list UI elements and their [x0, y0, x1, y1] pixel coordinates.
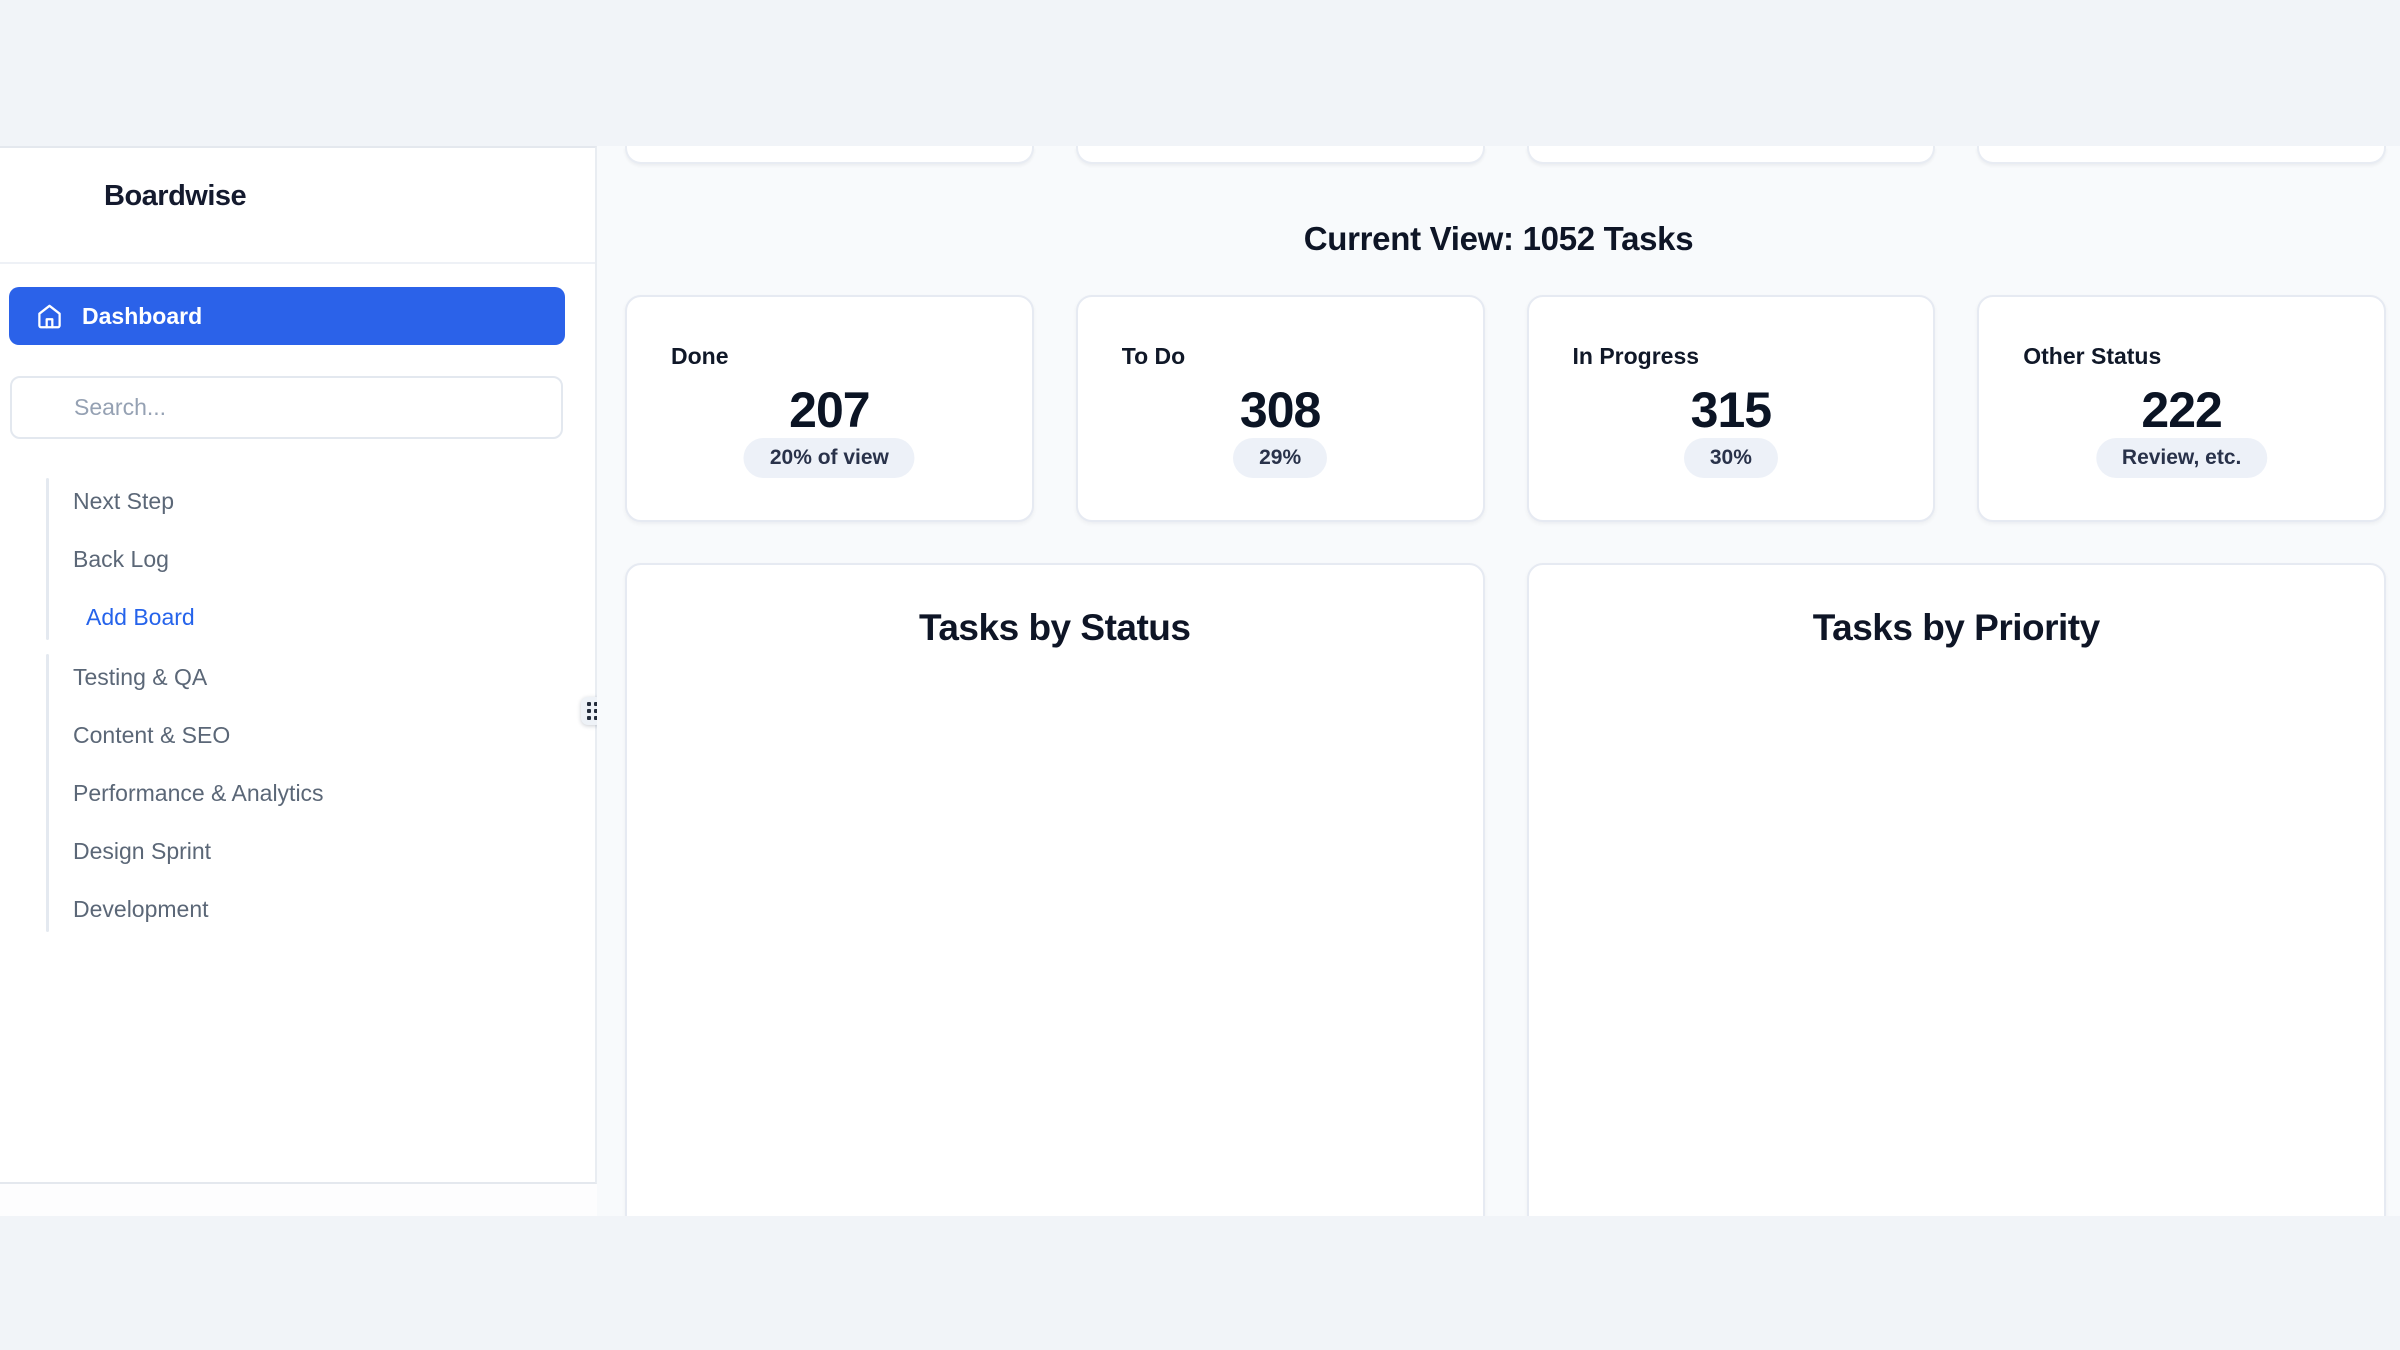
tree-board-next-step[interactable]: Next Step [0, 472, 593, 530]
tree-board-design-sprint[interactable]: Design Sprint [0, 822, 593, 880]
stat-value: 308 [1239, 382, 1321, 438]
sidebar-header: Boardwise [0, 148, 595, 264]
app-shell: Boardwise Dashboard M Zilla Next Step [0, 146, 2400, 1216]
stat-card-in-progress: In Progress 315 30% [1526, 295, 1936, 522]
tree-board-label: Next Step [73, 487, 174, 514]
stat-value: 222 [2141, 382, 2222, 438]
dashboard-nav-button[interactable]: Dashboard [9, 287, 565, 345]
dashboard-nav-label: Dashboard [82, 302, 203, 329]
search-input[interactable] [12, 378, 561, 437]
stat-badge: Review, etc. [2095, 438, 2268, 478]
tree-board-label: Design Sprint [73, 837, 212, 864]
stat-badge: 29% [1233, 438, 1328, 478]
tree-board-back-log[interactable]: Back Log [0, 530, 593, 588]
stat-card-done: Done 207 20% of view [625, 295, 1034, 522]
stat-badge: 20% of view [743, 438, 915, 478]
clipped-card [1075, 146, 1485, 164]
tree-board-label: Development [73, 895, 209, 922]
brand-name: Boardwise [104, 180, 247, 212]
tree-board-label: Back Log [73, 545, 169, 572]
tree-board-performance-analytics[interactable]: Performance & Analytics [0, 764, 593, 822]
sidebar: Boardwise Dashboard M Zilla Next Step [0, 146, 597, 1184]
tree-subgroup-m-zilla: Next Step Back Log Add Board [0, 472, 593, 646]
tree-board-label: Testing & QA [73, 663, 208, 690]
tree-board-development[interactable]: Development [0, 880, 593, 938]
tasks-by-priority-chart-card: Tasks by Priority [1526, 563, 2386, 1216]
add-board-label: Add Board [86, 603, 195, 630]
tree-board-testing-qa[interactable]: Testing & QA [0, 648, 593, 706]
sidebar-search [10, 376, 563, 439]
stat-label: In Progress [1572, 343, 1700, 369]
pie-chart [1529, 660, 2385, 1216]
clipped-card [1977, 146, 2386, 164]
page-title: Current View: 1052 Tasks [1303, 220, 1694, 257]
home-icon [38, 304, 61, 328]
tree-subgroup-demo6: Testing & QA Content & SEO Performance &… [0, 648, 593, 938]
clipped-card-row [625, 146, 2386, 164]
dashboard-main: Current View: 1052 Tasks Done 207 20% of… [597, 146, 2400, 1216]
charts-row: Tasks by Status Tasks by Priority [625, 563, 2386, 1216]
tree-indent-line [46, 654, 49, 932]
stat-label: To Do [1121, 343, 1186, 369]
tree-board-content-seo[interactable]: Content & SEO [0, 706, 593, 764]
boardwise-logo-icon [31, 172, 79, 220]
clipped-card [1526, 146, 1936, 164]
stat-badge: 30% [1683, 438, 1778, 478]
stats-row: Done 207 20% of view To Do 308 29% In Pr… [625, 295, 2386, 522]
tree-board-label: Content & SEO [73, 721, 231, 748]
stat-label: Done [671, 343, 729, 369]
bar-chart [627, 660, 1483, 1216]
stat-value: 207 [789, 382, 870, 438]
project-tree: M Zilla Next Step Back Log Add Board Dat… [0, 470, 593, 938]
chart-title: Tasks by Priority [1812, 607, 2100, 648]
stat-card-other-status: Other Status 222 Review, etc. [1977, 295, 2386, 522]
stat-label: Other Status [2023, 343, 2162, 369]
tasks-by-status-chart-card: Tasks by Status [625, 563, 1485, 1216]
stat-card-to-do: To Do 308 29% [1075, 295, 1485, 522]
add-board-button[interactable]: Add Board [0, 588, 593, 646]
clipped-card [625, 146, 1034, 164]
tree-board-label: Performance & Analytics [73, 779, 324, 806]
chart-title: Tasks by Status [919, 607, 1191, 648]
tree-indent-line [46, 478, 49, 640]
stat-value: 315 [1690, 382, 1772, 438]
